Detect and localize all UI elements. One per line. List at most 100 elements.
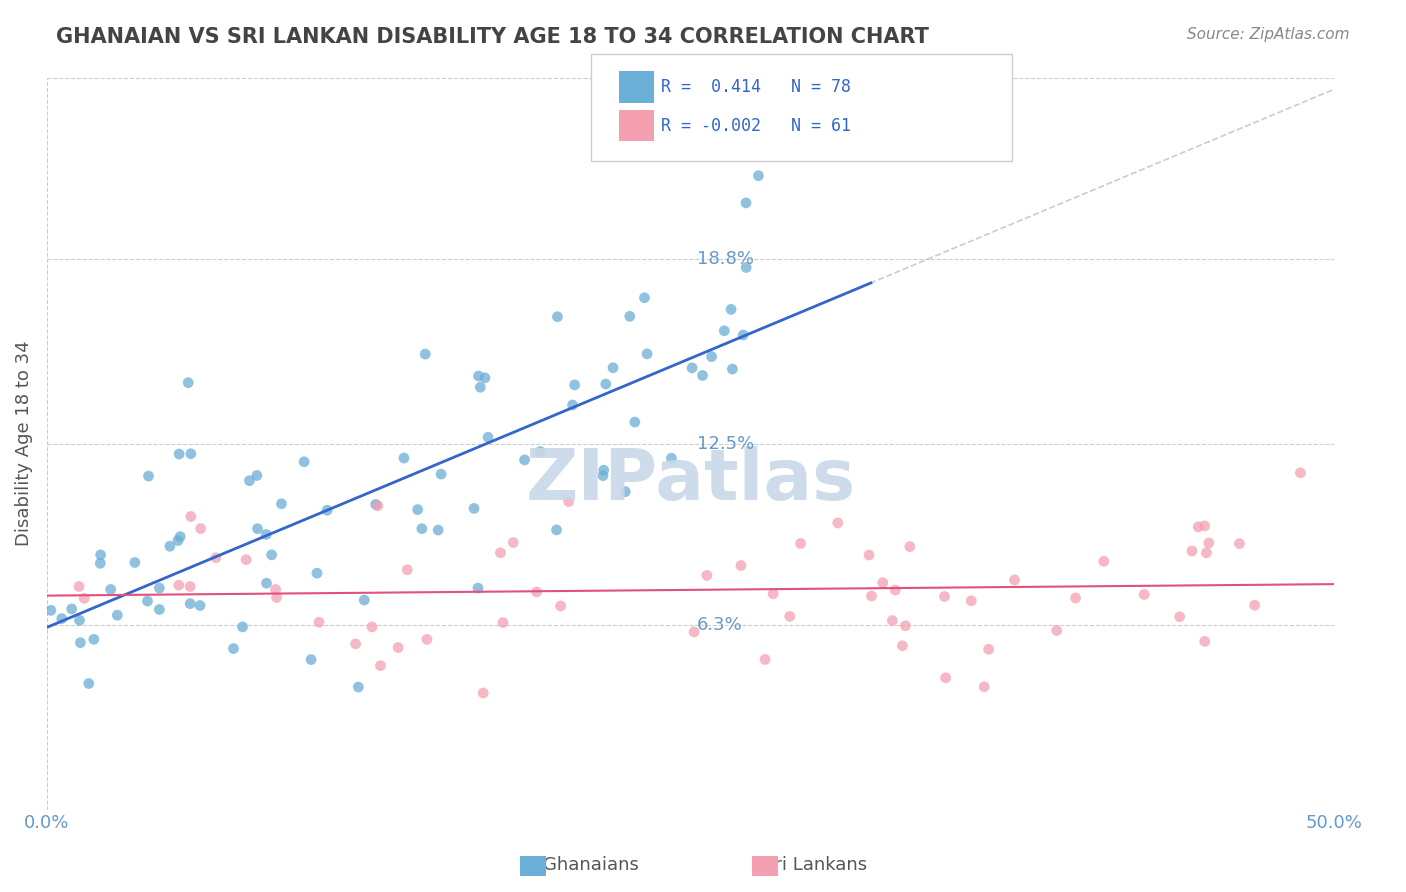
Point — [546, 523, 568, 537]
Point — [370, 658, 392, 673]
Point — [148, 581, 170, 595]
Point — [884, 582, 907, 597]
Point — [858, 548, 880, 562]
Point — [344, 637, 367, 651]
Y-axis label: Disability Age 18 to 34: Disability Age 18 to 34 — [15, 341, 32, 546]
Point — [396, 563, 419, 577]
Point — [894, 619, 917, 633]
Text: 6.3%: 6.3% — [697, 616, 742, 634]
Point — [614, 484, 637, 499]
Point — [190, 522, 212, 536]
Point — [266, 591, 288, 605]
Point — [188, 599, 211, 613]
Point — [526, 585, 548, 599]
Point — [1289, 466, 1312, 480]
Point — [489, 546, 512, 560]
Point — [51, 611, 73, 625]
Point — [179, 597, 201, 611]
Point — [882, 614, 904, 628]
Point — [891, 639, 914, 653]
Point — [180, 447, 202, 461]
Point — [619, 310, 641, 324]
Point — [898, 540, 921, 554]
Text: GHANAIAN VS SRI LANKAN DISABILITY AGE 18 TO 34 CORRELATION CHART: GHANAIAN VS SRI LANKAN DISABILITY AGE 18… — [56, 27, 929, 46]
Point — [592, 463, 614, 477]
Point — [254, 527, 277, 541]
Point — [636, 347, 658, 361]
Text: R =  0.414   N = 78: R = 0.414 N = 78 — [661, 78, 851, 96]
Point — [179, 580, 201, 594]
Point — [1168, 609, 1191, 624]
Point — [169, 530, 191, 544]
Point — [392, 450, 415, 465]
Point — [1229, 536, 1251, 550]
Point — [472, 686, 495, 700]
Text: ZIPatlas: ZIPatlas — [526, 446, 856, 515]
Point — [467, 581, 489, 595]
Point — [827, 516, 849, 530]
Point — [735, 260, 758, 275]
Point — [406, 502, 429, 516]
Point — [700, 350, 723, 364]
Point — [1064, 591, 1087, 605]
Point — [367, 499, 389, 513]
Point — [762, 587, 785, 601]
Point — [735, 195, 758, 210]
Point — [167, 447, 190, 461]
Point — [167, 533, 190, 548]
Point — [60, 602, 83, 616]
Point — [1004, 573, 1026, 587]
Point — [416, 632, 439, 647]
Point — [661, 451, 683, 466]
Point — [299, 652, 322, 666]
Point — [1187, 520, 1209, 534]
Point — [492, 615, 515, 630]
Point — [77, 676, 100, 690]
Point — [1046, 624, 1069, 638]
Point — [361, 620, 384, 634]
Point — [308, 615, 330, 629]
Point — [292, 455, 315, 469]
Point — [387, 640, 409, 655]
Point — [1195, 546, 1218, 560]
Point — [260, 548, 283, 562]
Text: 12.5%: 12.5% — [697, 434, 755, 452]
Point — [561, 398, 583, 412]
Point — [973, 680, 995, 694]
Point — [246, 468, 269, 483]
Point — [69, 635, 91, 649]
Point — [733, 328, 755, 343]
Point — [721, 362, 744, 376]
Point — [39, 603, 62, 617]
Point — [167, 578, 190, 592]
Text: 18.8%: 18.8% — [697, 250, 754, 268]
Point — [148, 602, 170, 616]
Point — [222, 641, 245, 656]
Point — [960, 594, 983, 608]
Point — [474, 371, 496, 385]
Point — [180, 509, 202, 524]
Point — [177, 376, 200, 390]
Point — [872, 575, 894, 590]
Point — [411, 522, 433, 536]
Point — [89, 557, 111, 571]
Point — [747, 169, 769, 183]
Point — [1092, 554, 1115, 568]
Point — [564, 378, 586, 392]
Text: 25.0%: 25.0% — [697, 69, 754, 87]
Point — [413, 347, 436, 361]
Point — [683, 624, 706, 639]
Point — [136, 594, 159, 608]
Point — [546, 310, 568, 324]
Point — [595, 377, 617, 392]
Point — [624, 415, 647, 429]
Point — [305, 566, 328, 581]
Point — [364, 497, 387, 511]
Point — [633, 291, 655, 305]
Point — [205, 550, 228, 565]
Point — [789, 536, 811, 550]
Point — [681, 360, 703, 375]
Point — [105, 608, 128, 623]
Point — [1243, 599, 1265, 613]
Point — [696, 568, 718, 582]
